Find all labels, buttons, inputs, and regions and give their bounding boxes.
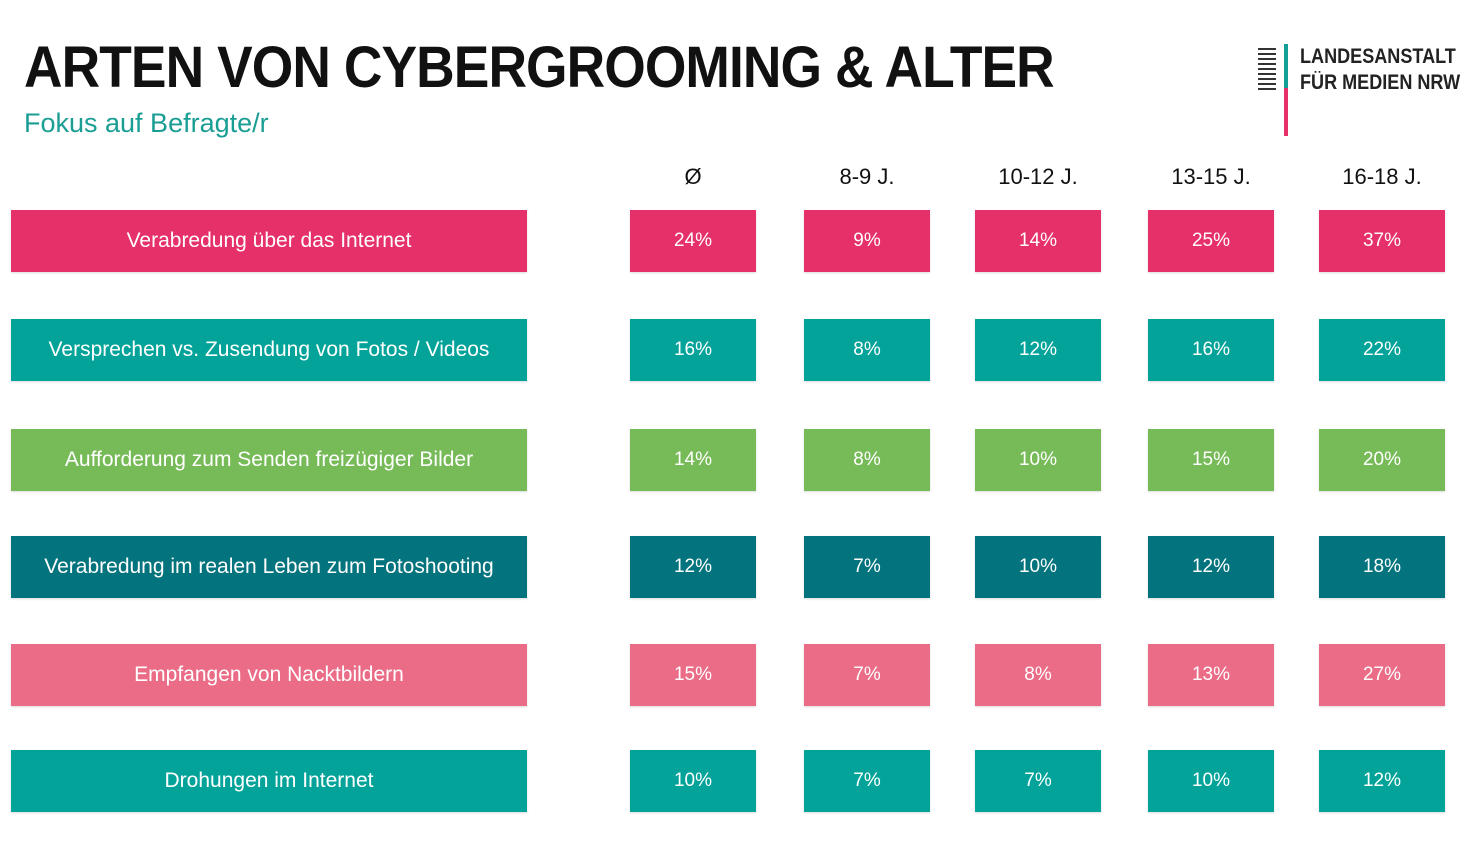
value-cell: 12% — [630, 536, 756, 598]
row-label: Aufforderung zum Senden freizügiger Bild… — [11, 429, 527, 491]
value-cell: 22% — [1319, 319, 1445, 381]
value-cell: 16% — [630, 319, 756, 381]
landesanstalt-logo: LANDESANSTALT FÜR MEDIEN NRW — [1256, 44, 1460, 140]
value-cell: 37% — [1319, 210, 1445, 272]
value-cell: 10% — [630, 750, 756, 812]
value-cell: 24% — [630, 210, 756, 272]
value-cell: 7% — [975, 750, 1101, 812]
value-cell: 7% — [804, 644, 930, 706]
row-label: Verabredung über das Internet — [11, 210, 527, 272]
row-label: Versprechen vs. Zusendung von Fotos / Vi… — [11, 319, 527, 381]
row-label: Drohungen im Internet — [11, 750, 527, 812]
row-label: Empfangen von Nacktbildern — [11, 644, 527, 706]
value-cell: 12% — [1319, 750, 1445, 812]
value-cell: 20% — [1319, 429, 1445, 491]
page-subtitle: Fokus auf Befragte/r — [24, 108, 269, 138]
logo-divider — [1284, 44, 1288, 136]
value-cell: 10% — [975, 429, 1101, 491]
logo-text-line1: LANDESANSTALT — [1300, 45, 1456, 68]
value-cell: 12% — [975, 319, 1101, 381]
value-cell: 8% — [804, 429, 930, 491]
value-cell: 9% — [804, 210, 930, 272]
row-label: Verabredung im realen Leben zum Fotoshoo… — [11, 536, 527, 598]
value-cell: 25% — [1148, 210, 1274, 272]
value-cell: 7% — [804, 750, 930, 812]
logo-text-line2: FÜR MEDIEN NRW — [1300, 71, 1461, 94]
value-cell: 8% — [975, 644, 1101, 706]
column-header: 8-9 J. — [839, 164, 895, 189]
value-cell: 16% — [1148, 319, 1274, 381]
column-header: 13-15 J. — [1171, 164, 1251, 189]
logo-bars-icon — [1258, 48, 1276, 93]
value-cell: 14% — [630, 429, 756, 491]
value-cell: 15% — [630, 644, 756, 706]
value-cell: 8% — [804, 319, 930, 381]
value-cell: 14% — [975, 210, 1101, 272]
column-header: 10-12 J. — [998, 164, 1078, 189]
value-cell: 18% — [1319, 536, 1445, 598]
value-cell: 27% — [1319, 644, 1445, 706]
value-cell: 7% — [804, 536, 930, 598]
column-header: 16-18 J. — [1342, 164, 1422, 189]
page-title: ARTEN VON CYBERGROOMING & ALTER — [24, 35, 1055, 100]
value-cell: 13% — [1148, 644, 1274, 706]
value-cell: 10% — [975, 536, 1101, 598]
value-cell: 12% — [1148, 536, 1274, 598]
column-header: Ø — [684, 164, 702, 189]
value-cell: 15% — [1148, 429, 1274, 491]
value-cell: 10% — [1148, 750, 1274, 812]
